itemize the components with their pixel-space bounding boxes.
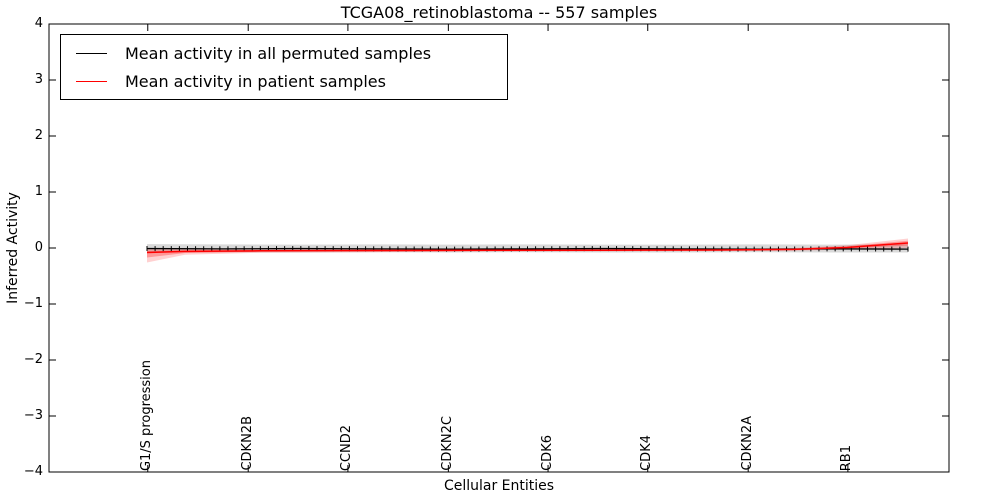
- y-tick-label: 2: [34, 128, 43, 143]
- legend-item-permuted: Mean activity in all permuted samples: [61, 39, 507, 67]
- y-tick-label: 3: [34, 72, 43, 87]
- legend-label-patient: Mean activity in patient samples: [125, 71, 386, 91]
- chart-title: TCGA08_retinoblastoma -- 557 samples: [340, 3, 658, 22]
- patient-mean-line: [146, 242, 909, 254]
- y-tick-label: 4: [34, 16, 43, 31]
- x-tick-label: CCND2: [339, 424, 355, 471]
- y-tick-label: −4: [23, 464, 43, 479]
- y-tick-label: 1: [34, 184, 43, 199]
- tick-marks: [49, 23, 949, 473]
- legend-label-permuted: Mean activity in all permuted samples: [125, 43, 432, 63]
- x-axis-label: Cellular Entities: [443, 478, 555, 494]
- x-tick-label: CDK6: [539, 435, 555, 471]
- legend: Mean activity in all permuted samples Me…: [60, 34, 508, 100]
- legend-item-patient: Mean activity in patient samples: [61, 67, 507, 95]
- x-tick-label: CDK4: [639, 435, 655, 471]
- y-tick-label: −1: [23, 296, 43, 311]
- y-tick-label: 0: [34, 240, 43, 255]
- x-tick-label: CDKN2C: [439, 416, 455, 471]
- x-tick-label: G1/S progression: [139, 359, 155, 471]
- x-tick-label: CDKN2A: [739, 416, 755, 471]
- legend-line-sample-red-icon: [76, 80, 107, 82]
- legend-line-sample-black-icon: [76, 52, 107, 54]
- y-tick-label: −3: [23, 408, 43, 423]
- y-tick-label: −2: [23, 352, 43, 367]
- x-tick-label: CDKN2B: [239, 416, 255, 471]
- x-tick-label: RB1: [839, 444, 855, 471]
